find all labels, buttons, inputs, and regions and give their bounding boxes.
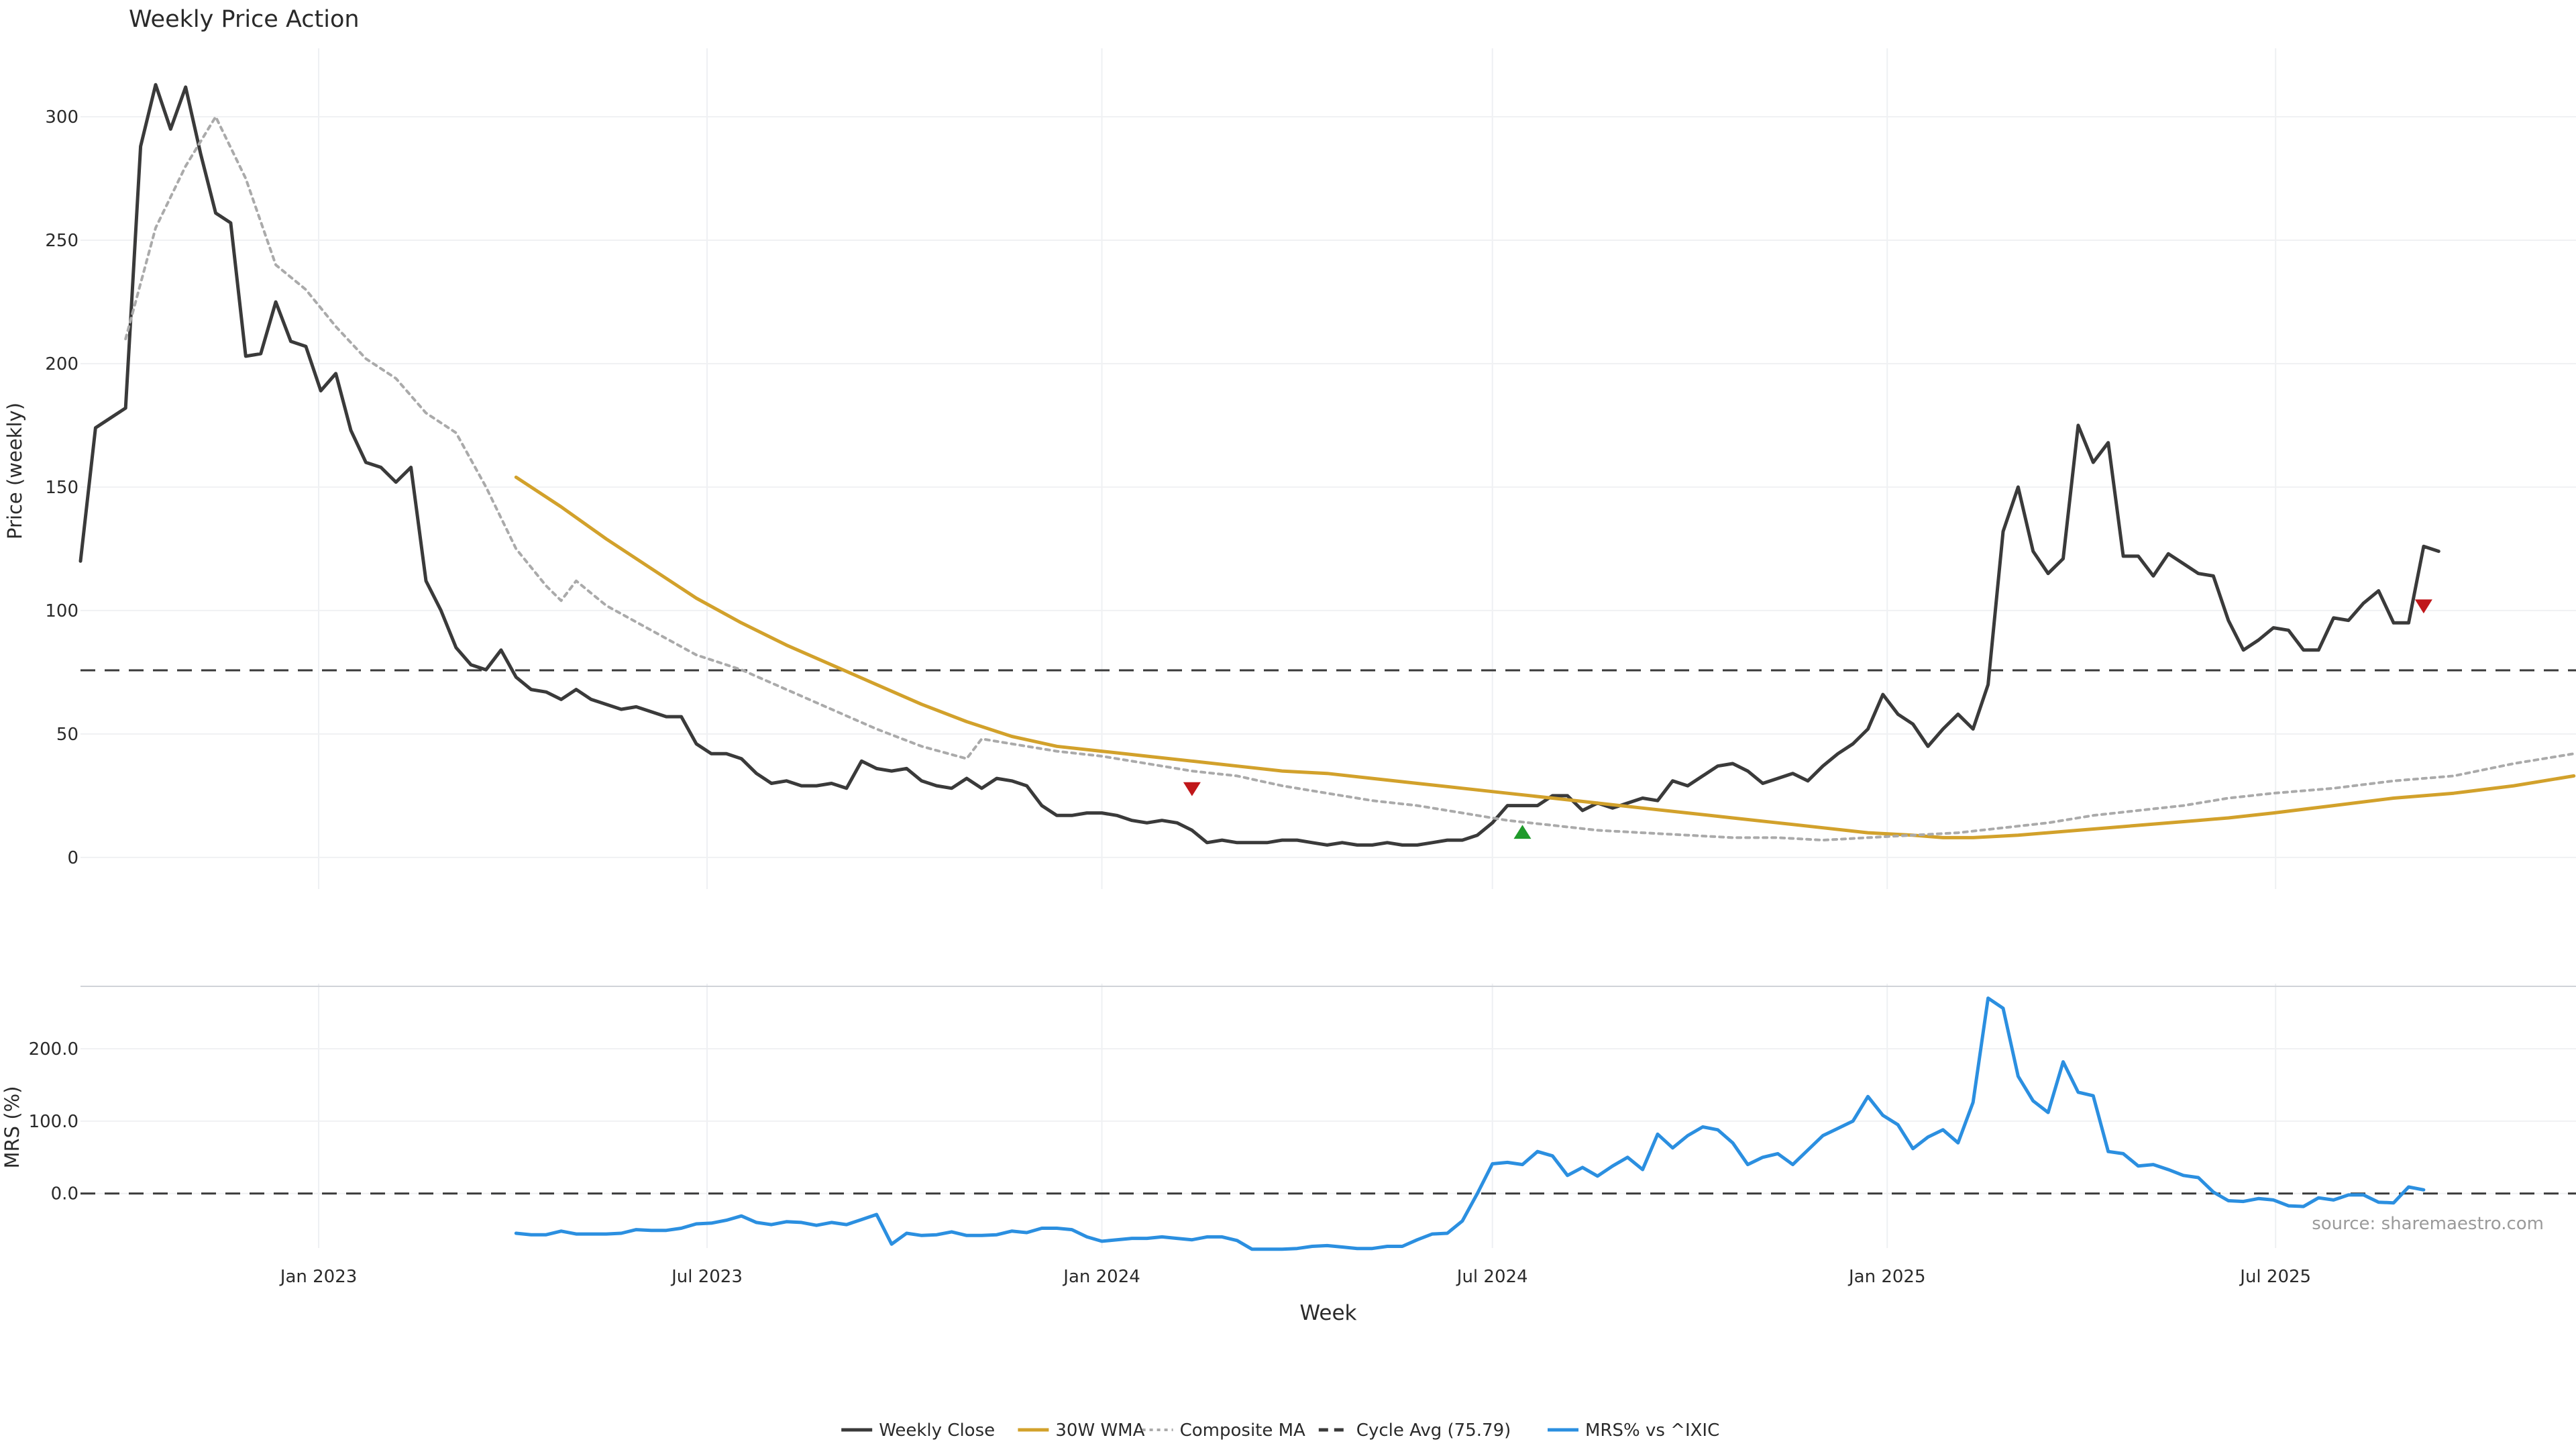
legend-item-mrs-vs-ixic: MRS% vs ^IXIC bbox=[1548, 1420, 1719, 1441]
price-y-tick-label: 100 bbox=[45, 601, 78, 621]
legend-item-30w-wma: 30W WMA bbox=[1018, 1420, 1145, 1441]
legend-label: Composite MA bbox=[1180, 1420, 1305, 1441]
mrs-y-axis-label: MRS (%) bbox=[1, 1086, 23, 1169]
price-y-tick-label: 150 bbox=[45, 478, 78, 498]
price-y-tick-label: 50 bbox=[56, 725, 78, 745]
legend-label: Cycle Avg (75.79) bbox=[1356, 1420, 1511, 1441]
price-y-ticks: 0 50 100 150 200 250 300 bbox=[45, 107, 78, 868]
legend-label: MRS% vs ^IXIC bbox=[1585, 1420, 1719, 1441]
price-y-tick-label: 200 bbox=[45, 354, 78, 374]
price-y-axis-label: Price (weekly) bbox=[3, 403, 26, 539]
signal-markers bbox=[1183, 599, 2432, 839]
legend-item-composite-ma: Composite MA bbox=[1142, 1420, 1305, 1441]
x-tick-label: Jan 2025 bbox=[1847, 1267, 1926, 1287]
mrs-y-tick-label: 0.0 bbox=[51, 1184, 78, 1204]
sell-marker bbox=[1183, 782, 1201, 796]
price-y-tick-label: 0 bbox=[67, 848, 78, 868]
price-y-tick-label: 300 bbox=[45, 107, 78, 127]
legend: Weekly Close 30W WMA Composite MA Cycle Avg… bbox=[841, 1420, 1719, 1441]
price-gridlines bbox=[80, 48, 2576, 889]
series-mrs-vs-ixic-line bbox=[514, 996, 2426, 1251]
buy-marker bbox=[1513, 825, 1532, 839]
legend-item-weekly-close: Weekly Close bbox=[841, 1420, 995, 1441]
x-axis-label: Week bbox=[1300, 1301, 1357, 1325]
x-tick-labels: Jan 2023 Jul 2023 Jan 2024 Jul 2024 Jan 2025… bbox=[279, 1267, 2311, 1287]
x-tick-label: Jan 2024 bbox=[1062, 1267, 1140, 1287]
x-tick-label: Jul 2025 bbox=[2239, 1267, 2311, 1287]
price-y-tick-label: 250 bbox=[45, 231, 78, 251]
legend-label: 30W WMA bbox=[1055, 1420, 1144, 1441]
mrs-gridlines bbox=[80, 984, 2576, 1248]
source-annotation: source: sharemaestro.com bbox=[2312, 1214, 2544, 1234]
mrs-series bbox=[514, 996, 2426, 1251]
legend-item-cycle-avg-75-79: Cycle Avg (75.79) bbox=[1318, 1420, 1511, 1441]
mrs-y-tick-label: 200.0 bbox=[29, 1039, 78, 1059]
legend-label: Weekly Close bbox=[879, 1420, 995, 1441]
mrs-y-ticks: 0.0 100.0 200.0 bbox=[29, 1039, 78, 1204]
price-series bbox=[78, 83, 2576, 847]
sell-marker bbox=[2414, 599, 2432, 614]
series-weekly-close-line bbox=[78, 83, 2440, 847]
x-tick-label: Jul 2023 bbox=[670, 1267, 743, 1287]
x-tick-label: Jul 2024 bbox=[1456, 1267, 1528, 1287]
chart-title: Weekly Price Action bbox=[129, 6, 360, 33]
mrs-y-tick-label: 100.0 bbox=[29, 1112, 78, 1132]
series-composite-ma-line bbox=[124, 115, 2575, 842]
series-30w-wma-line bbox=[514, 475, 2576, 839]
x-tick-label: Jan 2023 bbox=[279, 1267, 358, 1287]
